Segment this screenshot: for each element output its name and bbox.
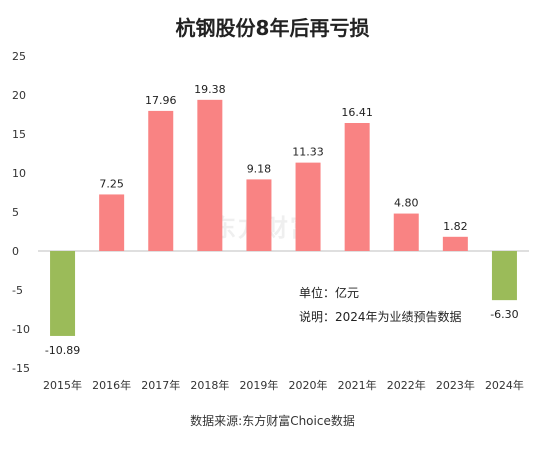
bar-value-label: 11.33 — [292, 146, 324, 159]
bar-2019年 — [246, 179, 272, 251]
bars: -10.89 7.25 17.96 19.38 9.18 11.33 16.41 4.80 1.… — [45, 83, 519, 357]
bar-value-label: 4.80 — [394, 197, 419, 210]
bar-value-label: -10.89 — [45, 344, 80, 357]
x-tick-label: 2016年 — [92, 378, 131, 392]
y-tick-label: 15 — [12, 128, 26, 141]
x-tick-label: 2022年 — [387, 378, 426, 392]
bar-value-label: 19.38 — [194, 83, 226, 96]
bar-2020年 — [295, 162, 321, 251]
bar-2016年 — [99, 194, 125, 251]
bar-2024年 — [491, 251, 517, 301]
y-tick-label: 25 — [12, 50, 26, 63]
x-tick-label: 2023年 — [436, 378, 475, 392]
x-axis: 2015年 2016年 2017年 2018年 2019年 2020年 2021年 2022年… — [43, 378, 524, 392]
x-tick-label: 2024年 — [485, 378, 524, 392]
bar-2022年 — [393, 213, 419, 251]
bar-value-label: 17.96 — [145, 94, 177, 107]
x-tick-label: 2018年 — [190, 378, 229, 392]
y-tick-label: 5 — [12, 206, 19, 219]
bar-value-label: -6.30 — [490, 308, 518, 321]
y-axis: 25 20 15 10 5 0 -5 -10 -15 — [12, 50, 30, 375]
bar-value-label: 9.18 — [247, 162, 272, 175]
chart-title: 杭钢股份8年后再亏损 — [175, 16, 370, 40]
bar-2023年 — [442, 236, 468, 251]
y-tick-label: -15 — [12, 362, 30, 375]
y-tick-label: -10 — [12, 323, 30, 336]
explanation-note: 说明：2024年为业绩预告数据 — [299, 310, 462, 324]
bar-2017年 — [148, 110, 174, 251]
x-tick-label: 2017年 — [141, 378, 180, 392]
bar-2021年 — [344, 123, 370, 251]
y-tick-label: -5 — [12, 284, 23, 297]
bar-2018年 — [197, 99, 223, 251]
unit-note: 单位：亿元 — [299, 286, 360, 300]
bar-value-label: 16.41 — [341, 106, 373, 119]
data-source: 数据来源:东方财富Choice数据 — [190, 414, 355, 428]
bar-2015年 — [50, 251, 76, 336]
y-tick-label: 0 — [12, 245, 19, 258]
y-tick-label: 10 — [12, 167, 26, 180]
x-tick-label: 2020年 — [289, 378, 328, 392]
y-tick-label: 20 — [12, 89, 26, 102]
x-tick-label: 2021年 — [338, 378, 377, 392]
bar-value-label: 7.25 — [99, 177, 124, 190]
bar-value-label: 1.82 — [443, 220, 468, 233]
x-tick-label: 2019年 — [239, 378, 278, 392]
x-tick-label: 2015年 — [43, 378, 82, 392]
